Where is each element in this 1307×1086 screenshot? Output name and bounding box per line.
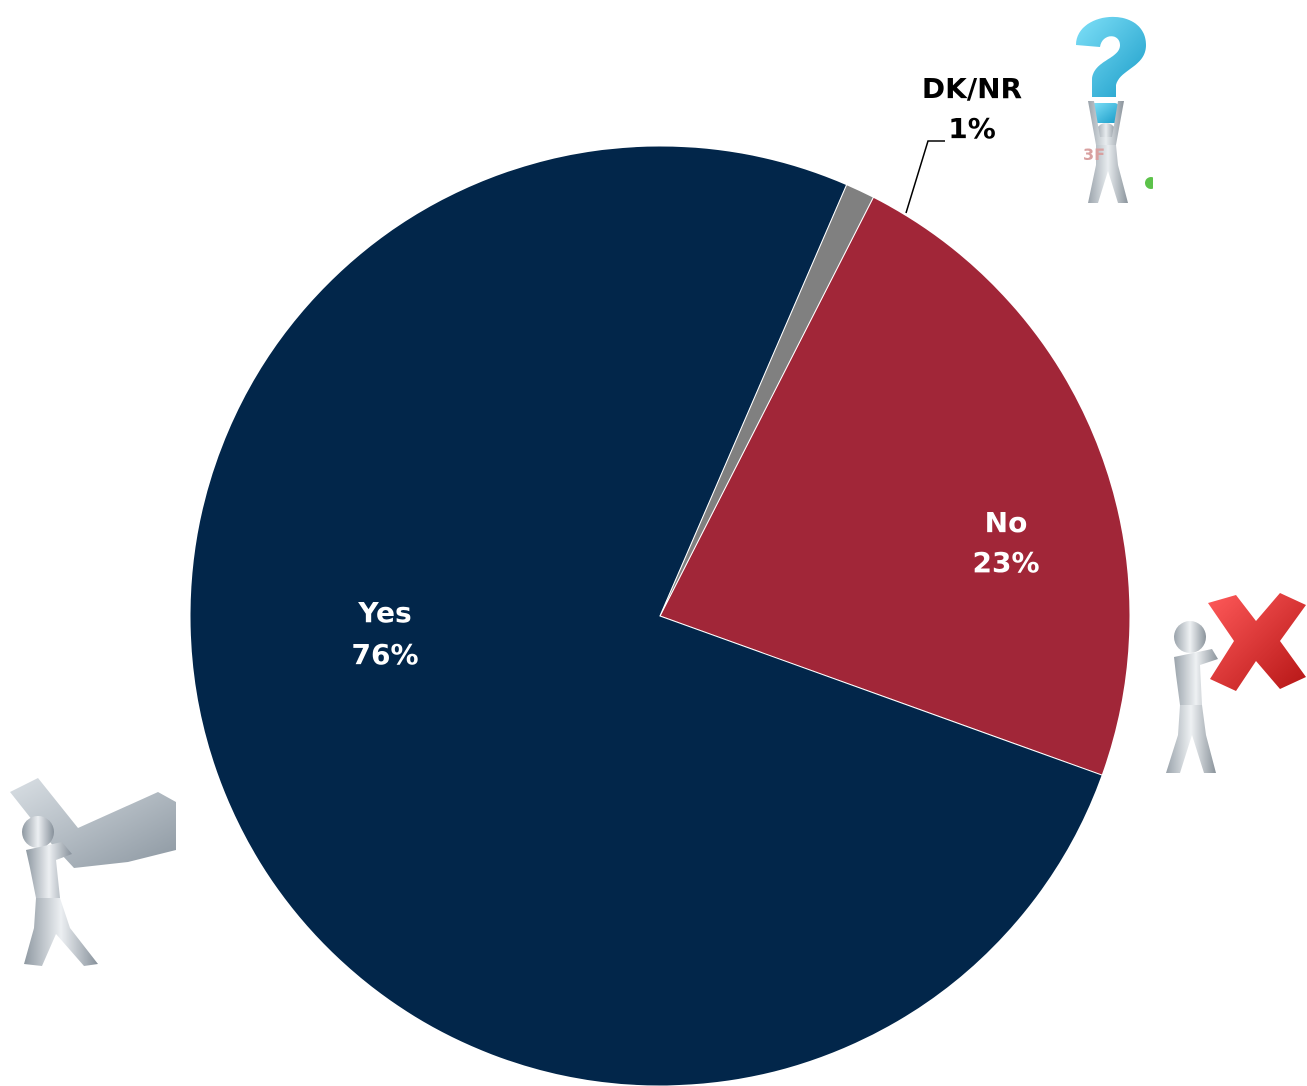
slice-label-no-name: No (985, 506, 1028, 539)
dk-nr-leader-line (905, 140, 945, 214)
svg-text:3F: 3F (1083, 145, 1105, 164)
pie-slice-yes (189, 145, 1103, 1086)
pie-slice-no (659, 196, 1131, 776)
slice-label-dk-nr-value: 1% (948, 112, 996, 145)
slice-label-yes-value: 76% (351, 638, 418, 671)
person-pushing-red-x-icon (1166, 593, 1306, 773)
slice-label-yes-name: Yes (357, 596, 411, 629)
slice-label-yes: Yes 76% (351, 596, 418, 671)
person-carrying-checkmark-icon (10, 778, 176, 966)
person-lifting-question-mark-icon: 3F (1076, 16, 1153, 203)
slice-label-no-value: 23% (972, 546, 1039, 579)
pie-slice-dk-nr (659, 184, 875, 617)
slice-label-no: No 23% (972, 506, 1039, 579)
slice-label-dk-nr: DK/NR 1% (922, 72, 1022, 145)
pie-slices (189, 145, 1131, 1086)
slice-label-dk-nr-name: DK/NR (922, 72, 1022, 105)
